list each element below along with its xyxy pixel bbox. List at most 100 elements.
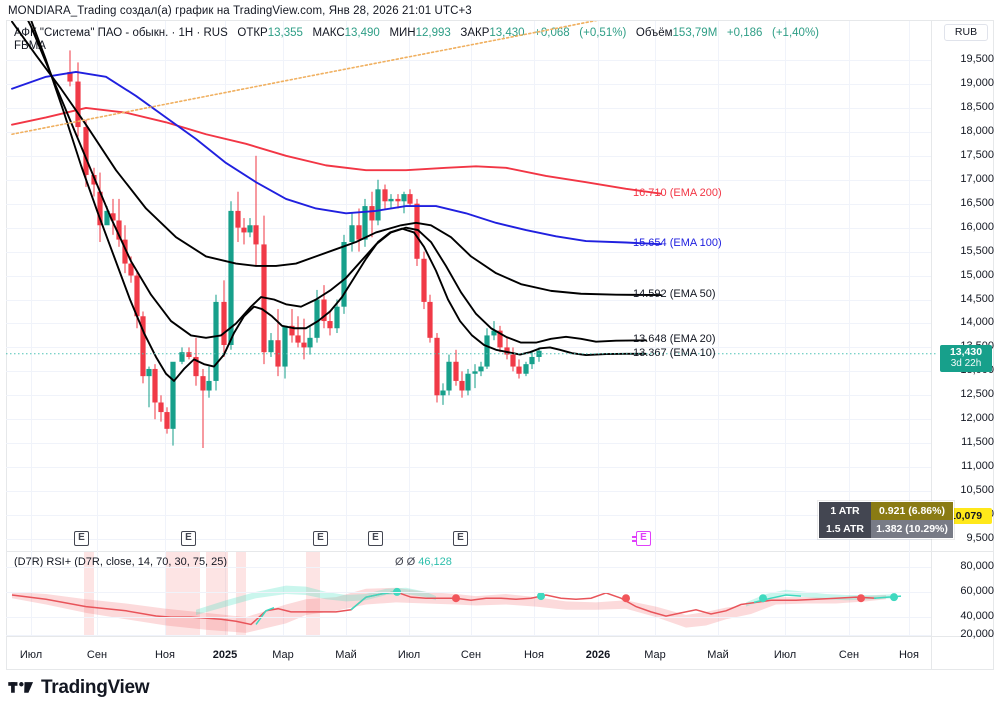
price-plot[interactable] <box>6 21 937 551</box>
candlestick <box>221 280 227 357</box>
candlestick <box>268 333 274 357</box>
candlestick <box>179 347 185 365</box>
time-axis-tick[interactable]: Ноя <box>523 649 545 661</box>
candlestick <box>247 218 253 238</box>
atr-value: 1.382 (10.29%) <box>871 520 953 538</box>
price-axis-tick: 16,000 <box>960 220 994 233</box>
gridline-horizontal <box>6 395 931 397</box>
rsi-highlight-band <box>166 552 200 636</box>
rsi-highlight-band <box>306 552 320 636</box>
rsi-legend-title[interactable]: (D7R) RSI+ (D7R, close, 14, 70, 30, 75, … <box>14 556 228 568</box>
gridline-vertical <box>598 21 599 636</box>
time-axis-tick[interactable]: Ноя <box>154 649 176 661</box>
tradingview-logo[interactable]: TradingView <box>8 677 150 699</box>
legend-interval[interactable]: 1H <box>178 27 194 39</box>
legend-symbol[interactable]: АФК "Система" ПАО - обыкн. <box>14 27 169 39</box>
atr-value: 0.921 (6.86%) <box>871 502 953 520</box>
earnings-marker[interactable]: E <box>368 531 383 546</box>
rsi-current-value: 46,128 <box>418 556 452 568</box>
gridline-horizontal <box>6 227 931 229</box>
currency-badge[interactable]: RUB <box>944 24 988 41</box>
legend-open-value: 13,355 <box>267 27 303 39</box>
time-axis-tick[interactable]: 2025 <box>212 649 238 661</box>
candlestick <box>200 368 206 448</box>
candlestick <box>116 198 122 247</box>
candlestick <box>289 309 295 343</box>
candlestick <box>295 316 301 348</box>
candlestick <box>401 191 407 214</box>
earnings-marker[interactable]: E <box>632 531 651 546</box>
rsi-signal-dot <box>537 592 545 601</box>
rsi-signal-dot <box>890 593 898 602</box>
ema-200-line <box>11 106 662 195</box>
pane-separator[interactable] <box>6 551 994 552</box>
time-axis-tick[interactable]: Мар <box>272 649 294 661</box>
current-price-value: 13,430 <box>949 346 983 358</box>
time-axis-tick[interactable]: Май <box>335 649 357 661</box>
gridline-horizontal <box>6 299 931 301</box>
eye-icon[interactable]: Ø Ø <box>395 556 416 568</box>
candlestick <box>516 359 522 379</box>
gridline-horizontal <box>6 419 931 421</box>
gridline-horizontal <box>6 60 931 61</box>
candlestick <box>321 285 327 329</box>
candlestick <box>97 172 103 243</box>
rsi-signal-dot <box>393 587 401 596</box>
time-axis-tick[interactable]: Сен <box>838 649 860 661</box>
gridline-horizontal <box>6 179 931 181</box>
price-axis-tick: 12,500 <box>960 388 994 401</box>
legend-high-value: 13,490 <box>344 27 380 39</box>
candlestick <box>261 215 267 365</box>
time-axis-tick[interactable]: Июл <box>397 649 421 661</box>
legend-close-label: ЗАКР <box>460 27 490 39</box>
candlestick <box>193 337 199 386</box>
current-price-badge[interactable]: 13,430 3d 22h <box>940 345 992 372</box>
atr-table[interactable]: 1 ATR 0.921 (6.86%) 1.5 ATR 1.382 (10.29… <box>818 501 954 539</box>
earnings-marker[interactable]: E <box>453 531 468 546</box>
price-axis-tick: 9,500 <box>966 532 994 544</box>
candlestick <box>497 325 503 353</box>
candlestick <box>307 325 313 355</box>
gridline-vertical <box>471 21 472 636</box>
time-axis-tick[interactable]: Ноя <box>898 649 920 661</box>
time-axis-tick[interactable]: Сен <box>86 649 108 661</box>
atr-row[interactable]: 1.5 ATR 1.382 (10.29%) <box>819 520 953 538</box>
time-axis-tick[interactable]: Май <box>707 649 729 661</box>
candlestick <box>341 234 347 314</box>
earnings-marker[interactable]: E <box>313 531 328 546</box>
gridline-vertical <box>534 21 535 636</box>
atr-row[interactable]: 1 ATR 0.921 (6.86%) <box>819 502 953 520</box>
candlestick <box>140 311 146 384</box>
gridline-vertical <box>909 21 910 636</box>
rsi-line <box>11 591 877 626</box>
candlestick <box>465 368 471 396</box>
tradingview-wordmark: TradingView <box>41 677 150 698</box>
earnings-marker[interactable]: E <box>181 531 196 546</box>
price-axis-tick: 15,000 <box>960 268 994 281</box>
time-axis-tick[interactable]: Мар <box>644 649 666 661</box>
chart-legend[interactable]: АФК "Система" ПАО - обыкн. · 1H · RUS ОТ… <box>14 26 819 40</box>
gridline-horizontal <box>6 491 931 493</box>
candlestick <box>235 191 241 243</box>
gridline-horizontal <box>6 107 931 109</box>
rsi-line-bullish <box>255 606 275 625</box>
ema-label: 14.592 (EMA 50) <box>633 288 716 301</box>
legend-volume-value: 153,79M <box>672 27 718 39</box>
rsi-band-upper <box>746 589 896 607</box>
price-axis-tick: 18,000 <box>960 124 994 137</box>
ema-100-line <box>11 71 662 246</box>
time-axis-tick[interactable]: Сен <box>460 649 482 661</box>
candlestick <box>301 318 307 360</box>
gridline-horizontal <box>6 567 931 568</box>
candlestick <box>164 407 170 434</box>
candlestick <box>395 194 401 209</box>
candlestick <box>146 366 152 408</box>
rsi-signal-dot <box>857 594 865 603</box>
earnings-marker[interactable]: E <box>74 531 89 546</box>
time-axis-tick[interactable]: 2026 <box>585 649 611 661</box>
time-axis-tick[interactable]: Июл <box>773 649 797 661</box>
gridline-horizontal <box>6 131 931 133</box>
time-axis-tick[interactable]: Июл <box>19 649 43 661</box>
legend-sep-2: · <box>196 27 201 39</box>
